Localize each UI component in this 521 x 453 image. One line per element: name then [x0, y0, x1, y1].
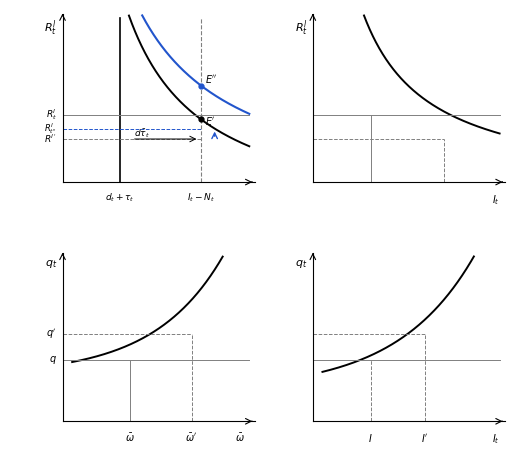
Text: $\bar{\omega}$: $\bar{\omega}$ — [125, 432, 135, 444]
Text: $I$: $I$ — [368, 432, 373, 444]
Text: $I_t$: $I_t$ — [492, 432, 500, 446]
Text: $R_t^l$: $R_t^l$ — [295, 19, 308, 38]
Text: $R_t^l$: $R_t^l$ — [46, 107, 57, 122]
Text: $\bar{\omega}'$: $\bar{\omega}'$ — [185, 432, 197, 444]
Text: $q$: $q$ — [49, 354, 57, 366]
Text: $E''$: $E''$ — [205, 73, 218, 85]
Text: $I'$: $I'$ — [421, 432, 428, 444]
Text: $E'$: $E'$ — [205, 115, 216, 127]
Text: $d_t + \tau_t$: $d_t + \tau_t$ — [105, 192, 135, 204]
Text: $\bar{\omega}$: $\bar{\omega}$ — [235, 432, 244, 444]
Text: $q_t$: $q_t$ — [45, 258, 57, 270]
Text: $d\bar{\tau}_t$: $d\bar{\tau}_t$ — [134, 128, 150, 140]
Text: $R^{l'}$: $R^{l'}$ — [44, 133, 57, 145]
Text: $q'$: $q'$ — [46, 327, 57, 341]
Text: $I_t - N_t$: $I_t - N_t$ — [187, 192, 215, 204]
Text: $R_{t''}^l$: $R_{t''}^l$ — [44, 121, 57, 136]
Text: $R_t^l$: $R_t^l$ — [44, 19, 57, 38]
Text: $q_t$: $q_t$ — [295, 258, 307, 270]
Text: $I_t$: $I_t$ — [492, 193, 500, 207]
